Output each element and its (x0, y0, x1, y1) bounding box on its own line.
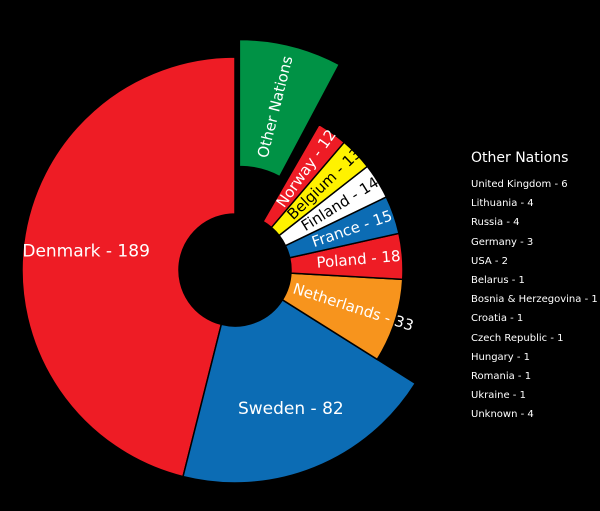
legend-item: Bosnia & Herzegovina - 1 (471, 294, 598, 306)
legend-item: Russia - 4 (471, 217, 520, 229)
legend-items: United Kingdom - 6 Lithuania - 4 Russia - … (471, 175, 598, 424)
legend-item: Germany - 3 (471, 236, 534, 248)
legend-item: USA - 2 (471, 255, 509, 267)
legend-item: United Kingdom - 6 (471, 179, 568, 190)
label-sweden-82: Sweden - 82 (238, 399, 344, 419)
legend-item: Hungary - 1 (471, 351, 531, 363)
legend-item: Lithuania - 4 (471, 198, 534, 210)
donut-hole (179, 214, 291, 326)
legend-item: Czech Republic - 1 (471, 332, 564, 344)
slice-other-nations (238, 38, 341, 178)
legend-title: Other Nations (471, 150, 569, 166)
legend-item: Croatia - 1 (471, 313, 524, 325)
legend-item: Belarus - 1 (471, 274, 525, 286)
other-nations-legend: Other Nations United Kingdom - 6 Lithuani… (471, 150, 598, 424)
legend-item: Romania - 1 (471, 370, 532, 382)
label-denmark-189: Denmark - 189 (22, 242, 150, 262)
legend-item: Unknown - 4 (471, 409, 534, 421)
legend-item: Ukraine - 1 (471, 390, 526, 402)
